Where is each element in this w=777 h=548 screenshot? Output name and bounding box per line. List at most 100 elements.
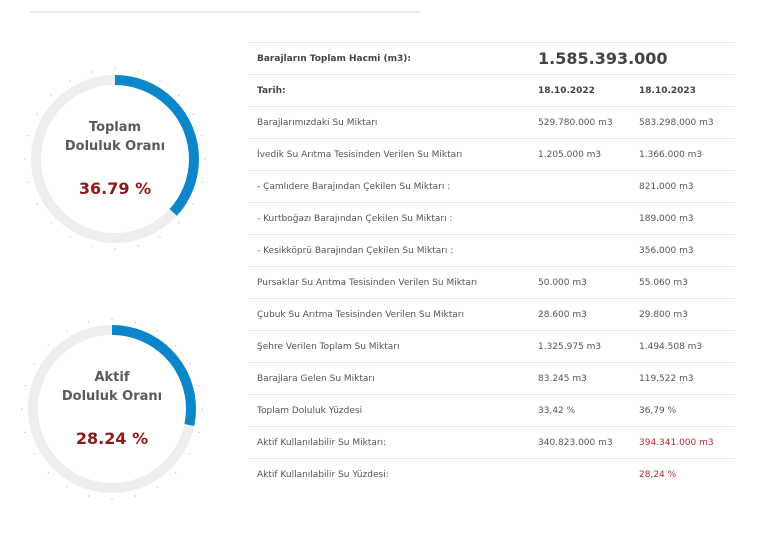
- row-value-2023: 36,79 %: [630, 394, 735, 427]
- gauge-tick: [69, 79, 71, 83]
- gauge-value: 36.79 %: [78, 179, 152, 198]
- row-value-2023-highlight: 394.341.000 m3: [630, 426, 735, 459]
- gauge-tick: [47, 471, 50, 474]
- row-value-2022: 1.325.975 m3: [529, 330, 630, 363]
- gauge-tick: [87, 494, 90, 498]
- gauge-tick: [47, 344, 50, 347]
- date-2022: 18.10.2022: [529, 74, 630, 107]
- row-value-2023: 55.060 m3: [630, 266, 735, 299]
- date-2023: 18.10.2023: [630, 74, 735, 107]
- row-value-2022: [529, 458, 630, 490]
- total-volume-row: Barajların Toplam Hacmi (m3): 1.585.393.…: [248, 42, 735, 75]
- gauge-tick: [90, 244, 93, 248]
- gauge-tick: [197, 431, 201, 434]
- gauge-label-line1: Aktif: [94, 370, 130, 385]
- gauge-tick: [191, 203, 195, 205]
- gauge-tick: [26, 134, 30, 137]
- row-label: Çubuk Su Arıtma Tesisinden Verilen Su Mi…: [248, 298, 529, 331]
- row-value-2023: 29.800 m3: [630, 298, 735, 331]
- gauge-label-line2: Doluluk Oranı: [64, 139, 166, 154]
- gauge-tick: [156, 329, 158, 333]
- gauge-tick: [26, 181, 30, 184]
- gauge-tick: [188, 363, 192, 365]
- table-row: Barajlarımızdaki Su Miktarı 529.780.000 …: [248, 106, 735, 139]
- gauge-tick: [134, 494, 137, 498]
- active-fill-gauge: Aktif Doluluk Oranı 28.24 %: [17, 314, 207, 504]
- total-volume-value: 1.585.393.000: [529, 42, 735, 75]
- row-value-2023: 821.000 m3: [630, 170, 735, 203]
- gauge-tick: [191, 113, 195, 115]
- row-value-2023: 583.298.000 m3: [630, 106, 735, 139]
- row-value-2022: 33,42 %: [529, 394, 630, 427]
- row-value-2023-highlight: 28,24 %: [630, 458, 735, 490]
- row-value-2023: 356.000 m3: [630, 234, 735, 267]
- row-value-2022: 50.000 m3: [529, 266, 630, 299]
- row-value-2022: 83.245 m3: [529, 362, 630, 395]
- date-header-row: Tarih: 18.10.2022 18.10.2023: [248, 74, 735, 107]
- row-label: Toplam Doluluk Yüzdesi: [248, 394, 529, 427]
- gauge-tick: [32, 363, 36, 365]
- gauge-tick: [197, 384, 201, 387]
- gauge-tick: [66, 329, 68, 333]
- dam-statistics-table: Barajların Toplam Hacmi (m3): 1.585.393.…: [248, 42, 735, 490]
- table-row: - Kurtboğazı Barajından Çekilen Su Mikta…: [248, 202, 735, 235]
- gauge-tick: [156, 485, 158, 489]
- gauge-tick: [23, 431, 27, 434]
- row-label: İvedik Su Arıtma Tesisinden Verilen Su M…: [248, 138, 529, 171]
- row-value-2022: [529, 202, 630, 235]
- row-value-2023: 1.366.000 m3: [630, 138, 735, 171]
- gauge-ticks: [21, 318, 203, 500]
- gauge-label-line2: Doluluk Oranı: [61, 389, 163, 404]
- total-fill-gauge-ring: [24, 68, 206, 250]
- gauge-tick: [177, 221, 180, 224]
- table-row: İvedik Su Arıtma Tesisinden Verilen Su M…: [248, 138, 735, 171]
- gauge-tick: [32, 453, 36, 455]
- gauge-tick: [137, 70, 140, 74]
- gauge-tick: [177, 94, 180, 97]
- row-label: - Kesikköprü Barajından Çekilen Su Mikta…: [248, 234, 529, 267]
- gauge-tick: [50, 221, 53, 224]
- row-label: Pursaklar Su Arıtma Tesisinden Verilen S…: [248, 266, 529, 299]
- row-value-2023: 119.522 m3: [630, 362, 735, 395]
- active-fill-gauge-ring: [21, 318, 203, 500]
- gauge-tick: [35, 113, 39, 115]
- gauge-tick: [35, 203, 39, 205]
- table-row: Aktif Kullanılabilir Su Miktarı: 340.823…: [248, 426, 735, 459]
- gauge-tick: [137, 244, 140, 248]
- table-row: Pursaklar Su Arıtma Tesisinden Verilen S…: [248, 266, 735, 299]
- row-value-2022: 529.780.000 m3: [529, 106, 630, 139]
- gauge-tick: [50, 94, 53, 97]
- row-label: Aktif Kullanılabilir Su Miktarı:: [248, 426, 529, 459]
- table-row: - Çamlıdere Barajından Çekilen Su Miktar…: [248, 170, 735, 203]
- gauge-fill-arc: [28, 325, 196, 493]
- table-row: Şehre Verilen Toplam Su Miktarı 1.325.97…: [248, 330, 735, 363]
- table-row: - Kesikköprü Barajından Çekilen Su Mikta…: [248, 234, 735, 267]
- row-label: Şehre Verilen Toplam Su Miktarı: [248, 330, 529, 363]
- row-label: - Çamlıdere Barajından Çekilen Su Miktar…: [248, 170, 529, 203]
- row-label: Barajlara Gelen Su Miktarı: [248, 362, 529, 395]
- table-row: Çubuk Su Arıtma Tesisinden Verilen Su Mi…: [248, 298, 735, 331]
- gauge-tick: [200, 134, 204, 137]
- row-label: Aktif Kullanılabilir Su Yüzdesi:: [248, 458, 529, 490]
- gauge-tick: [134, 320, 137, 324]
- gauge-tick: [159, 79, 161, 83]
- row-value-2022: [529, 234, 630, 267]
- date-label: Tarih:: [248, 74, 529, 107]
- table-row: Barajlara Gelen Su Miktarı 83.245 m3 119…: [248, 362, 735, 395]
- gauge-tick: [200, 181, 204, 184]
- row-value-2022: 28.600 m3: [529, 298, 630, 331]
- gauge-tick: [188, 453, 192, 455]
- gauge-tick: [174, 471, 177, 474]
- gauge-label-line1: Toplam: [88, 120, 142, 135]
- gauge-tick: [23, 384, 27, 387]
- top-divider: [30, 11, 420, 13]
- total-volume-label: Barajların Toplam Hacmi (m3):: [248, 42, 529, 75]
- gauge-tick: [66, 485, 68, 489]
- total-fill-gauge: Toplam Doluluk Oranı 36.79 %: [20, 64, 210, 254]
- row-value-2022: 1.205.000 m3: [529, 138, 630, 171]
- table-row: Toplam Doluluk Yüzdesi 33,42 % 36,79 %: [248, 394, 735, 427]
- gauge-tick: [159, 235, 161, 239]
- row-value-2023: 189.000 m3: [630, 202, 735, 235]
- row-value-2023: 1.494.508 m3: [630, 330, 735, 363]
- gauge-tick: [69, 235, 71, 239]
